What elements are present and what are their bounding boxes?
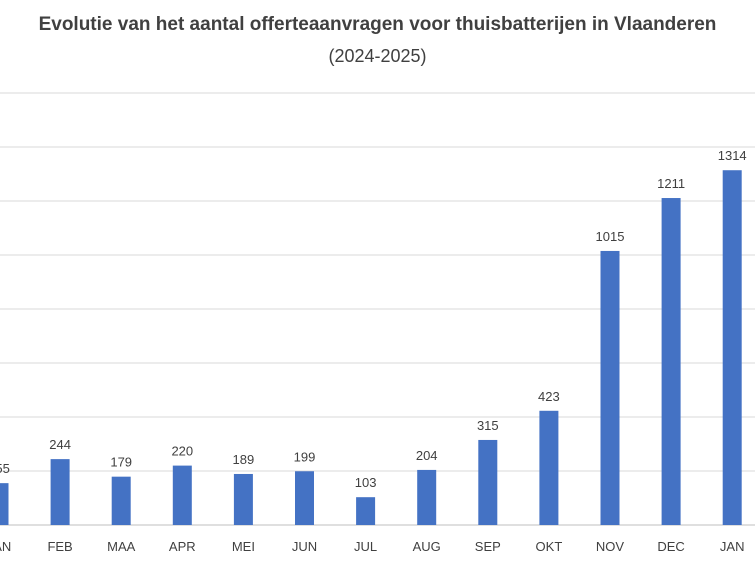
data-label: 199 [294,449,316,464]
data-label: 1015 [596,229,625,244]
x-tick-labels: JAN FEB MAA APR MEI JUN JUL AUG SEP OKT NOV DEC JAN [0,539,744,554]
x-tick-label: OKT [536,539,563,554]
data-label: 220 [171,444,193,459]
bar [539,410,559,525]
x-tick-label: JUL [354,539,377,554]
bar [50,459,70,525]
bar [600,250,620,525]
data-labels: 155 244 179 220 189 199 103 204 315 423 1015 1211 13… [0,148,747,490]
bar [478,439,498,525]
x-tick-label: DEC [657,539,684,554]
x-tick-label: JAN [720,539,745,554]
bar [356,497,376,525]
bar [661,198,681,525]
data-label: 179 [110,455,132,470]
bar [233,473,253,525]
data-label: 1211 [657,176,685,191]
data-label: 155 [0,461,10,476]
chart-title: Evolutie van het aantal offerteaanvragen… [38,14,717,35]
data-label: 189 [233,452,255,467]
x-tick-label: AUG [413,539,441,554]
bar [111,476,131,525]
data-label: 244 [49,437,71,452]
bar [172,465,192,525]
data-label: 204 [416,448,438,463]
x-tick-label: MAA [107,539,136,554]
x-tick-label: JUN [292,539,317,554]
data-label: 1314 [718,148,747,163]
data-label: 315 [477,418,499,433]
bar [417,469,437,525]
x-tick-label: SEP [475,539,501,554]
x-tick-label: FEB [47,539,72,554]
bar [722,170,742,525]
bar [295,471,314,525]
x-tick-label: MEI [232,539,255,554]
x-tick-label: JAN [0,539,11,554]
data-label: 423 [538,389,560,404]
data-label: 103 [355,475,377,490]
chart-subtitle: (2024-2025) [328,46,427,66]
bars [0,170,742,525]
bar [0,483,9,525]
x-tick-label: APR [169,539,196,554]
x-tick-label: NOV [596,539,625,554]
